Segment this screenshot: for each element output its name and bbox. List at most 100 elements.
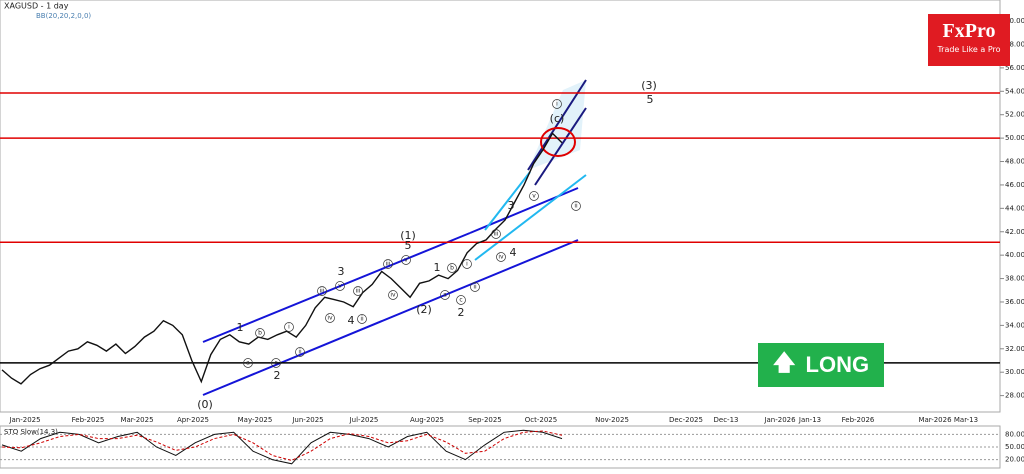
- x-tick-label: Dec-13: [714, 416, 739, 424]
- wave-circle: [496, 252, 506, 262]
- indicator-label: BB(20,20,2,0,0): [36, 12, 91, 20]
- wave-label: 1: [237, 321, 244, 334]
- wave-label: (2): [416, 303, 432, 316]
- wave-circle: [255, 328, 265, 338]
- wave-label: iv: [498, 254, 504, 261]
- wave-label: 3: [338, 265, 345, 278]
- wave-label: b: [258, 330, 262, 337]
- arrow-icon: 🡅: [772, 350, 796, 375]
- wave-circle: [456, 295, 466, 305]
- y-tick-label: 48.00: [1005, 158, 1024, 166]
- channel-line: [202, 232, 471, 343]
- channel-line: [474, 174, 587, 261]
- wave-label: 3: [508, 199, 515, 212]
- y-tick-label: 50.00: [1005, 134, 1024, 142]
- wave-label: iii: [355, 288, 360, 295]
- wave-label: b: [450, 265, 454, 272]
- wave-label: iii: [493, 231, 498, 238]
- wave-circle: [243, 358, 253, 368]
- wave-label: (0): [197, 398, 213, 411]
- wave-circle: [470, 282, 480, 292]
- x-tick-label: Sep-2025: [468, 416, 502, 424]
- x-tick-label: Mar-13: [954, 416, 978, 424]
- channel-line: [484, 171, 531, 231]
- x-tick-label: Feb-2026: [842, 416, 875, 424]
- y-tick-label: 42.00: [1005, 228, 1024, 236]
- x-tick-label: Nov-2025: [595, 416, 629, 424]
- wave-label: 1: [434, 261, 441, 274]
- wave-circle: [491, 229, 501, 239]
- y-tick-label: 80.00: [1005, 430, 1024, 438]
- wave-circle: [462, 259, 472, 269]
- y-tick-label: 20.00: [1005, 456, 1024, 464]
- x-tick-label: Jan-13: [798, 416, 821, 424]
- wave-label: 2: [458, 306, 465, 319]
- y-tick-label: 52.00: [1005, 111, 1024, 119]
- wave-label: iii: [319, 288, 324, 295]
- chart-title: XAGUSD - 1 day: [4, 2, 69, 11]
- wave-label: c: [274, 360, 277, 367]
- x-tick-label: Dec-2025: [669, 416, 703, 424]
- y-tick-label: 54.00: [1005, 87, 1024, 95]
- x-tick-label: Jan-2025: [8, 416, 40, 424]
- wave-label: 4: [348, 314, 355, 327]
- wave-label: 5: [647, 93, 654, 106]
- wave-circle: [552, 99, 562, 109]
- x-tick-label: Jul-2025: [349, 416, 379, 424]
- wave-label: ii: [360, 316, 364, 323]
- channel-line: [202, 239, 579, 396]
- y-tick-label: 38.00: [1005, 275, 1024, 283]
- series-line: [1, 429, 563, 465]
- wave-label: i: [556, 101, 558, 108]
- x-tick-label: Aug-2025: [410, 416, 444, 424]
- x-tick-label: Oct-2025: [525, 416, 557, 424]
- wave-circle: [571, 201, 581, 211]
- wave-label: ii: [298, 349, 302, 356]
- series-line: [1, 132, 563, 385]
- y-tick-label: 56.00: [1005, 64, 1024, 72]
- wave-label: v: [532, 193, 536, 200]
- x-tick-label: May-2025: [238, 416, 273, 424]
- x-tick-label: Mar-2025: [120, 416, 153, 424]
- y-tick-label: 60.00: [1005, 17, 1024, 25]
- x-tick-label: Mar-2026: [918, 416, 952, 424]
- y-tick-label: 30.00: [1005, 368, 1024, 376]
- wave-label: 2: [274, 369, 281, 382]
- logo-tagline: Trade Like a Pro: [937, 45, 1001, 54]
- signal-text: LONG: [805, 352, 870, 377]
- wave-circle: [440, 290, 450, 300]
- channel-line: [527, 79, 587, 171]
- plot-frame: [0, 0, 1001, 413]
- y-tick-label: 34.00: [1005, 321, 1024, 329]
- wave-label: ii: [574, 203, 578, 210]
- wave-label: ii: [473, 284, 477, 291]
- y-tick-label: 28.00: [1005, 392, 1024, 400]
- wave-label: v: [338, 283, 342, 290]
- wave-label: iv: [390, 292, 396, 299]
- y-tick-label: 58.00: [1005, 40, 1024, 48]
- wave-circle: [357, 314, 367, 324]
- wave-circle: [317, 286, 327, 296]
- x-tick-label: Feb-2025: [72, 416, 105, 424]
- wave-label: (3): [641, 79, 657, 92]
- y-tick-label: 40.00: [1005, 251, 1024, 259]
- wave-label: iv: [327, 315, 333, 322]
- wave-label: (1): [400, 229, 416, 242]
- wave-label: 5: [405, 239, 412, 252]
- wave-label: 4: [510, 246, 517, 259]
- logo: FxPro Trade Like a Pro: [928, 14, 1010, 66]
- wave-circle: [447, 263, 457, 273]
- wave-label: (c): [550, 112, 565, 125]
- wave-circle: [529, 191, 539, 201]
- wave-circle: [271, 358, 281, 368]
- wave-circle: [388, 290, 398, 300]
- wave-circle: [325, 313, 335, 323]
- wave-label: i: [466, 261, 468, 268]
- signal-badge: 🡅 LONG: [758, 343, 884, 387]
- y-tick-label: 46.00: [1005, 181, 1024, 189]
- x-tick-label: Apr-2025: [177, 416, 209, 424]
- channel-line: [534, 107, 587, 186]
- sto-frame: [0, 425, 1001, 469]
